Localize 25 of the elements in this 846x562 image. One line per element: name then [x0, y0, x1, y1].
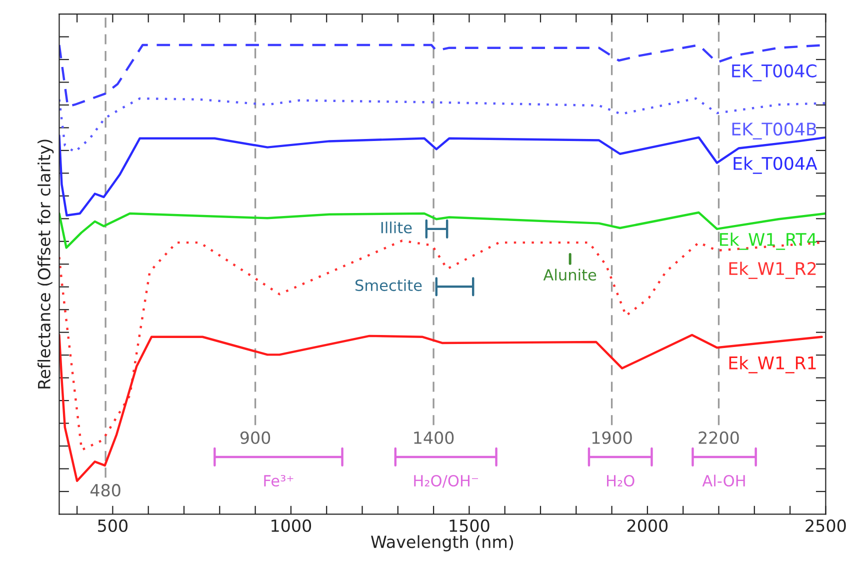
ref-line-label: Alunite	[543, 268, 596, 281]
x-axis-title: Wavelength (nm)	[371, 535, 514, 552]
x-tick-label: 1500	[450, 519, 490, 532]
x-tick-label: 2500	[806, 519, 846, 532]
series-label: Ek_W1_R2	[729, 262, 816, 279]
ref-line-label: 1400	[414, 431, 454, 444]
series-label: EK_T004C	[732, 64, 816, 82]
series-label: H₂O/OH⁻	[414, 474, 478, 488]
y-axis-title: Reflectance (Offset for clarity)	[38, 140, 54, 388]
series-label: Ek_W1_RT4	[720, 232, 816, 250]
series-label: Al-OH	[702, 474, 745, 487]
series-label: H₂O	[607, 474, 634, 487]
x-tick-label: 2000	[627, 519, 668, 532]
series-label: Illite	[381, 222, 412, 234]
series-label: EK_T004B	[732, 122, 816, 140]
series-label: Ek_W1_R1	[729, 356, 816, 374]
series-label: Fe³⁺	[264, 474, 294, 487]
series-label: Smectite	[356, 279, 422, 292]
ref-line-label: 480	[90, 484, 120, 497]
x-tick-label: 1000	[272, 519, 312, 532]
ref-line-label: 2200	[698, 431, 739, 444]
x-tick-label: 500	[98, 519, 128, 532]
series-label: Ek_T004A	[734, 156, 818, 174]
ref-line-label: 1900	[592, 431, 632, 444]
ref-line-label: 900	[240, 431, 270, 444]
